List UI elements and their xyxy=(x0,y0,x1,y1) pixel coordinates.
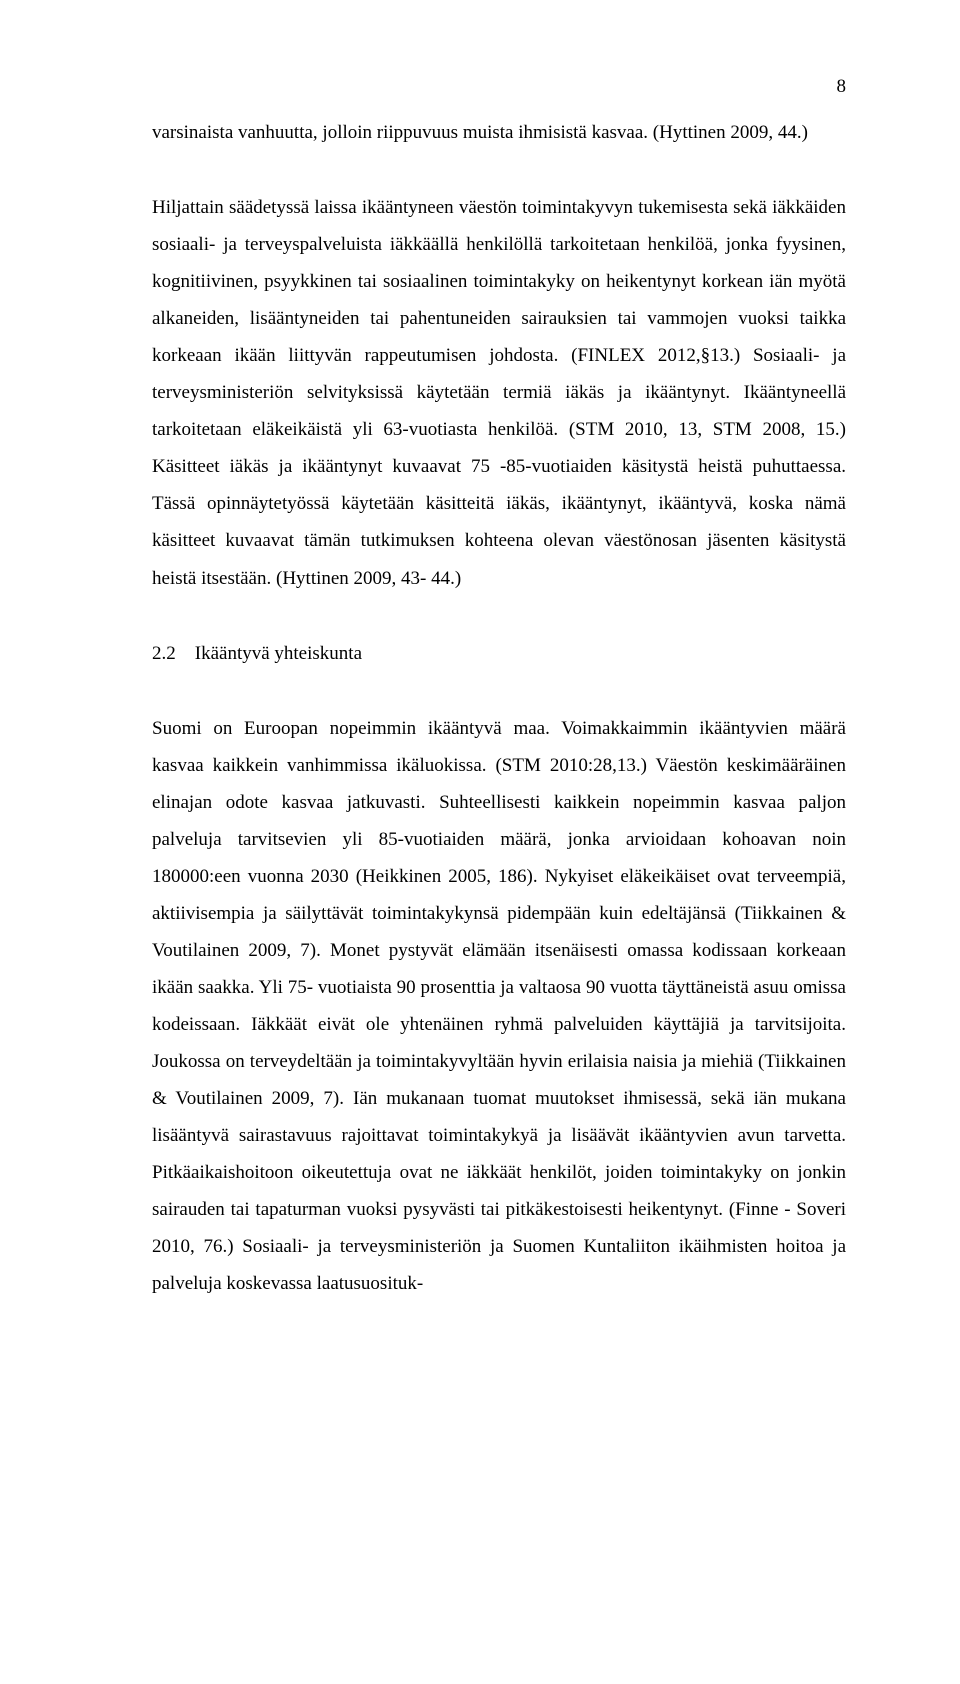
paragraph-2: Hiljattain säädetyssä laissa ikääntyneen… xyxy=(152,189,846,597)
section-heading-2-2: 2.2 Ikääntyvä yhteiskunta xyxy=(152,635,846,672)
document-page: 8 varsinaista vanhuutta, jolloin riippuv… xyxy=(0,0,960,1684)
paragraph-3: Suomi on Euroopan nopeimmin ikääntyvä ma… xyxy=(152,710,846,1303)
paragraph-1: varsinaista vanhuutta, jolloin riippuvuu… xyxy=(152,114,846,151)
page-number: 8 xyxy=(837,76,847,98)
